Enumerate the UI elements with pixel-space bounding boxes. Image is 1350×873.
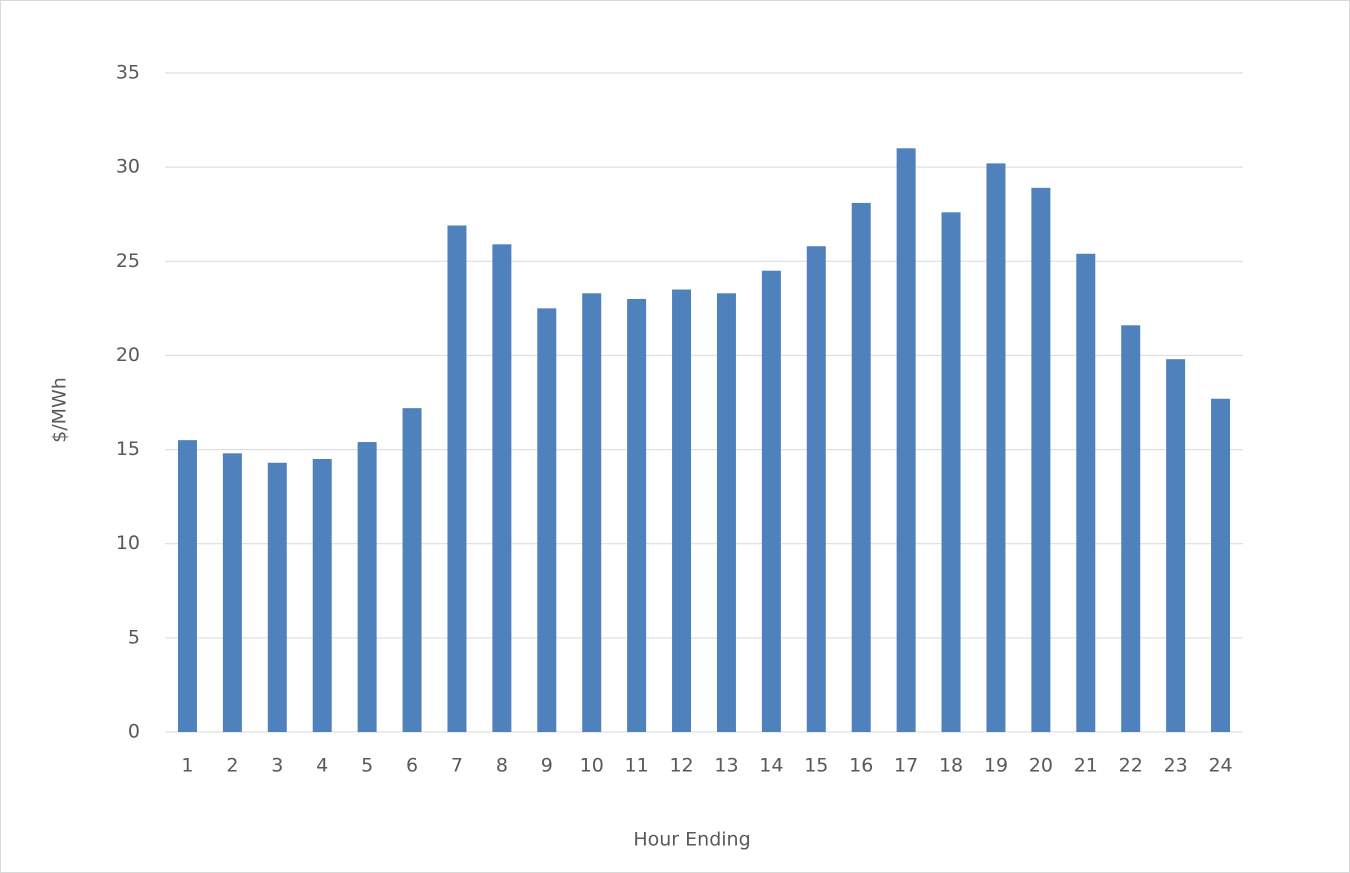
x-tick-label: 19 [984, 755, 1008, 777]
x-tick-label: 24 [1208, 755, 1232, 777]
x-tick-label: 9 [541, 755, 553, 777]
bar [447, 225, 467, 733]
x-tick-label: 17 [894, 755, 918, 777]
x-tick-label: 22 [1119, 755, 1143, 777]
x-tick-label: 1 [181, 755, 193, 777]
y-tick-label: 25 [116, 250, 140, 272]
bar [1031, 187, 1051, 733]
bar [357, 442, 377, 732]
bar [716, 293, 736, 732]
x-tick-label: 21 [1074, 755, 1098, 777]
y-tick-label: 35 [116, 62, 140, 84]
y-tick-label: 20 [116, 344, 140, 366]
bar [672, 289, 692, 732]
x-tick-label: 12 [669, 755, 693, 777]
bar [1121, 325, 1141, 732]
bar [941, 212, 961, 732]
y-tick-label: 0 [128, 721, 140, 743]
x-tick-label: 20 [1029, 755, 1053, 777]
bar [761, 270, 781, 732]
x-tick-label: 3 [271, 755, 283, 777]
x-tick-label: 13 [714, 755, 738, 777]
bar [986, 163, 1006, 732]
bar [222, 453, 242, 732]
x-tick-label: 18 [939, 755, 963, 777]
bar [1211, 398, 1231, 732]
bar [582, 293, 602, 732]
x-tick-label: 6 [406, 755, 418, 777]
bar [402, 408, 422, 732]
bar [1166, 359, 1186, 732]
y-tick-label: 15 [116, 438, 140, 460]
bar [267, 462, 287, 732]
bar [806, 246, 826, 733]
bar [896, 148, 916, 733]
y-axis-label: $/MWh [49, 377, 71, 443]
x-tick-label: 15 [804, 755, 828, 777]
x-tick-label: 14 [759, 755, 783, 777]
x-tick-label: 7 [451, 755, 463, 777]
x-tick-label: 10 [580, 755, 604, 777]
x-tick-label: 2 [226, 755, 238, 777]
y-tick-label: 10 [116, 532, 140, 554]
bar [851, 202, 871, 733]
x-tick-label: 11 [625, 755, 649, 777]
x-axis-label: Hour Ending [633, 829, 750, 851]
x-tick-label: 5 [361, 755, 373, 777]
x-tick-label: 23 [1164, 755, 1188, 777]
bar [1076, 253, 1096, 733]
bar [177, 440, 197, 732]
x-tick-label: 16 [849, 755, 873, 777]
bar [627, 298, 647, 732]
bar [312, 458, 332, 732]
bar [537, 308, 557, 732]
x-tick-label: 8 [496, 755, 508, 777]
x-tick-label: 4 [316, 755, 328, 777]
bar [492, 244, 512, 732]
y-tick-label: 30 [116, 156, 140, 178]
y-tick-label: 5 [128, 626, 140, 648]
